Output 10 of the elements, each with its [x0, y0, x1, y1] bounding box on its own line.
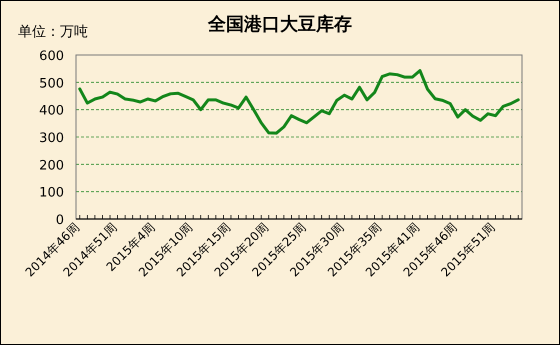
- chart-title: 全国港口大豆库存: [207, 14, 352, 35]
- y-axis-title: 单位：万吨: [18, 24, 88, 40]
- y-tick-label: 500: [39, 76, 64, 92]
- y-tick-label: 0: [56, 213, 64, 228]
- y-tick-label: 100: [39, 186, 64, 201]
- y-tick-label: 400: [39, 104, 64, 119]
- line-series: [78, 69, 520, 135]
- y-tick-label: 300: [39, 131, 64, 146]
- y-tick-label: 200: [39, 158, 64, 174]
- y-tick-label: 600: [39, 49, 64, 64]
